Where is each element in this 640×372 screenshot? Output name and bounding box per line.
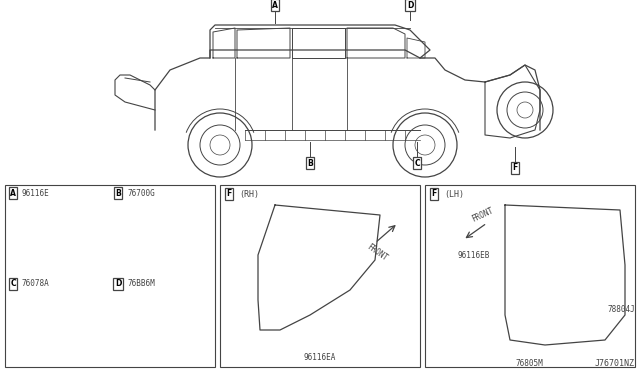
Text: B: B [115,189,121,198]
Text: 96116E: 96116E [22,189,50,198]
Text: FRONT: FRONT [470,206,495,224]
Text: FRONT: FRONT [365,243,389,263]
Text: 96116EA: 96116EA [304,353,336,362]
Text: F: F [431,189,436,199]
Bar [425,185,635,367]
Text: F: F [227,189,232,199]
Text: D: D [407,0,413,10]
Text: F: F [513,164,518,173]
Text: (RH): (RH) [239,189,259,199]
Text: B: B [307,158,313,167]
Text: A: A [272,0,278,10]
Text: C: C [414,158,420,167]
Text: D: D [115,279,121,289]
Bar [256,300,268,330]
Bar [515,250,595,295]
Text: 76700G: 76700G [127,189,155,198]
Text: 96116EB: 96116EB [458,250,490,260]
Text: 78804J: 78804J [608,305,636,314]
Text: (LH): (LH) [444,189,464,199]
Text: 76805M: 76805M [515,359,543,368]
Bar [220,185,420,367]
Bar [154,312,177,340]
Text: C: C [10,279,16,289]
Text: J76701NZ: J76701NZ [595,359,635,368]
Polygon shape [51,317,62,329]
Text: 76BB6M: 76BB6M [127,279,155,289]
Text: 76078A: 76078A [22,279,50,289]
Text: A: A [10,189,16,198]
Bar [5,185,215,367]
